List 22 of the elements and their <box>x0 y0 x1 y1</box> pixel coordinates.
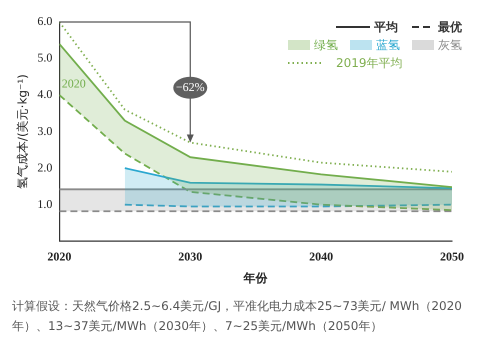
annotation: 最优 <box>437 19 462 36</box>
x-tick-label: 2050 <box>440 249 464 264</box>
line-series <box>59 94 452 212</box>
x-axis-title: 年份 <box>242 270 269 285</box>
legend-label: 2019年平均 <box>336 55 403 72</box>
x-tick-label: 2020 <box>47 249 72 264</box>
legend-label: 灰氢 <box>437 37 462 54</box>
annotation: 2020 <box>62 76 86 91</box>
annotation: −62% <box>176 80 205 94</box>
annotation: 平均 <box>373 19 398 36</box>
x-tick-label: 2030 <box>178 249 202 264</box>
legend-label: 绿氢 <box>313 37 338 54</box>
y-tick-label: 4.0 <box>37 87 52 102</box>
y-axis-title: 氢气成本/(美元·kg⁻¹) <box>15 74 30 190</box>
legend-label: 蓝氢 <box>375 37 400 54</box>
y-tick-label: 1.0 <box>37 196 52 211</box>
y-tick-label: 3.0 <box>37 124 52 138</box>
y-tick-label: 5.0 <box>37 50 52 65</box>
y-tick-label: 6.0 <box>37 14 52 28</box>
text: 计算假设：天然气价格2.5~6.4美元/GJ，平准化电力成本25~73美元/ MWh（2020年）、13~37美元/MWh（2030年）、7~25美元/MWh（2050年） <box>11 298 463 335</box>
y-tick-label: 2.0 <box>37 160 52 174</box>
x-tick-label: 2040 <box>309 249 334 264</box>
